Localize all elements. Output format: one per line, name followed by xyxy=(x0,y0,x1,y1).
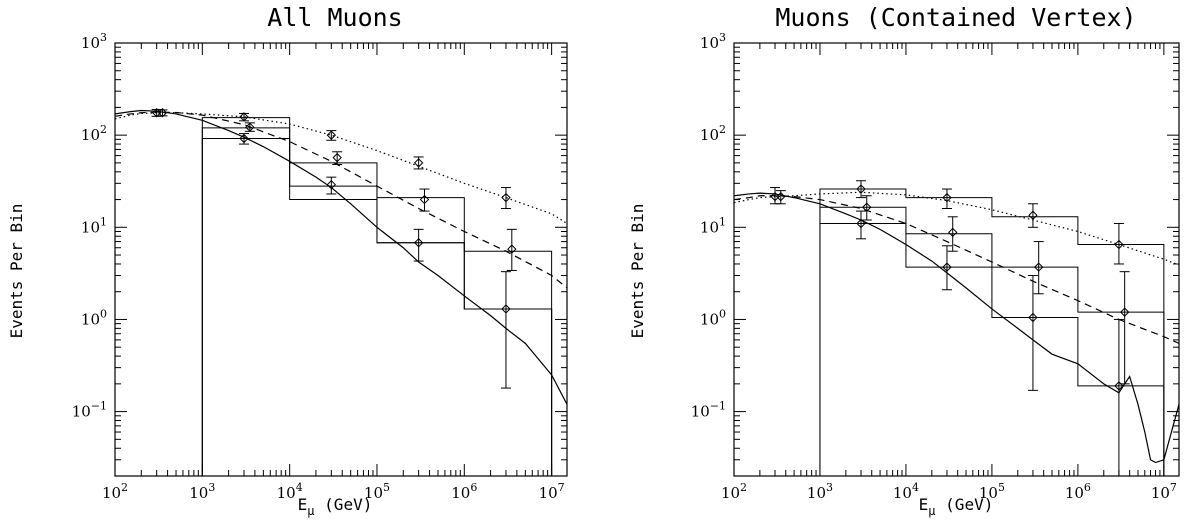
data-point xyxy=(942,192,952,203)
data-point xyxy=(1114,381,1124,391)
x-tick-label: 107 xyxy=(1151,481,1177,502)
data-point xyxy=(413,238,424,248)
curve-dotted xyxy=(115,112,567,224)
plot-area xyxy=(734,180,1179,476)
x-axis-label-main: E xyxy=(919,495,929,514)
data-point xyxy=(419,194,430,205)
x-axis-label: Eμ (GeV) xyxy=(919,495,994,518)
data-point xyxy=(501,304,511,314)
y-tick-label: 102 xyxy=(81,123,107,144)
y-tick-label: 102 xyxy=(700,123,726,144)
data-point xyxy=(507,244,517,254)
chart-muons-contained-vertex: Muons (Contained Vertex) Events Per Bin … xyxy=(628,3,1180,518)
chart-all-muons: All Muons Events Per Bin Eμ (GeV) 102 103… xyxy=(7,3,568,518)
y-tick-label: 10−1 xyxy=(72,400,107,421)
histogram xyxy=(819,188,1165,476)
data-point xyxy=(1033,262,1044,272)
data-point xyxy=(157,108,168,118)
x-tick-label: 105 xyxy=(979,481,1005,502)
x-tick-label: 106 xyxy=(1065,481,1091,502)
x-tick-label: 106 xyxy=(451,481,477,502)
x-tick-label: 102 xyxy=(102,481,128,502)
y-tick-label: 100 xyxy=(700,307,726,328)
plot-frame xyxy=(114,42,568,477)
x-axis-label-main: E xyxy=(298,495,308,514)
data-point xyxy=(1028,312,1038,323)
y-axis-label: Events Per Bin xyxy=(7,204,26,339)
data-point xyxy=(862,202,872,212)
x-axis-label-sub: μ xyxy=(307,504,314,518)
data-point xyxy=(239,112,249,122)
y-tick-label: 103 xyxy=(700,31,726,52)
plot-frame xyxy=(733,42,1180,477)
x-tick-label: 103 xyxy=(807,481,833,502)
y-tick-label: 101 xyxy=(81,215,107,236)
x-tick-label: 107 xyxy=(539,481,565,502)
x-axis-label: Eμ (GeV) xyxy=(298,495,373,518)
data-point xyxy=(501,192,511,203)
plot-area xyxy=(115,108,567,476)
axis-ticks xyxy=(114,42,567,477)
histogram xyxy=(819,222,1165,476)
data-point xyxy=(332,152,342,163)
axis-ticks xyxy=(733,42,1179,477)
x-tick-label: 104 xyxy=(893,481,919,502)
data-point xyxy=(776,191,786,202)
data-point xyxy=(942,262,952,272)
data-point xyxy=(413,158,424,168)
data-point xyxy=(856,218,866,229)
x-axis-label-unit: (GeV) xyxy=(945,495,993,514)
data-point xyxy=(1119,307,1130,317)
curve-dashed xyxy=(734,195,1179,344)
histogram xyxy=(201,117,553,476)
data-point xyxy=(239,133,249,144)
curve-solid xyxy=(734,192,1179,464)
y-tick-label: 101 xyxy=(700,215,726,236)
data-point xyxy=(1028,210,1038,220)
chart-title: All Muons xyxy=(267,3,402,32)
chart-title: Muons (Contained Vertex) xyxy=(775,3,1136,32)
y-axis-label: Events Per Bin xyxy=(628,204,647,339)
x-tick-label: 102 xyxy=(721,481,747,502)
x-axis-label-sub: μ xyxy=(928,504,935,518)
data-point xyxy=(856,184,866,194)
y-tick-label: 100 xyxy=(81,307,107,328)
x-tick-label: 103 xyxy=(189,481,215,502)
y-tick-label: 103 xyxy=(81,31,107,52)
y-tick-label: 10−1 xyxy=(691,400,726,421)
data-point xyxy=(1114,239,1124,250)
curve-dotted xyxy=(734,191,1179,266)
x-axis-label-unit: (GeV) xyxy=(324,495,372,514)
data-point xyxy=(326,130,337,140)
data-point xyxy=(948,227,958,238)
data-point xyxy=(245,122,255,132)
x-tick-label: 104 xyxy=(277,481,303,502)
data-point xyxy=(326,179,337,190)
curve-solid xyxy=(115,109,567,405)
histogram xyxy=(201,137,553,476)
histogram xyxy=(819,206,1165,476)
x-tick-label: 105 xyxy=(364,481,390,502)
